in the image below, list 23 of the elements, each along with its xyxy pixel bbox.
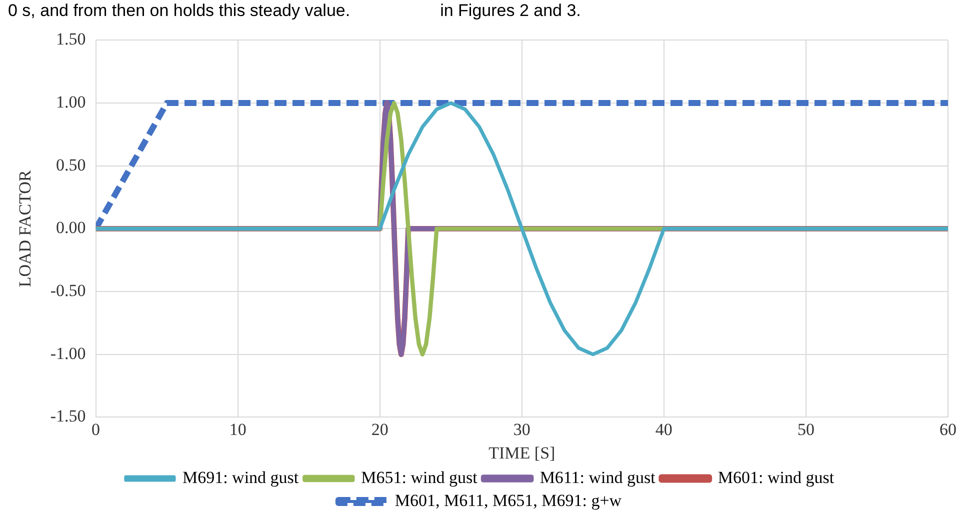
legend-label: M691: wind gust	[182, 468, 299, 487]
y-tick-label: 0.00	[56, 218, 86, 238]
legend-label: M651: wind gust	[361, 468, 478, 487]
legend-label: M601, M611, M651, M691: g+w	[394, 490, 622, 510]
x-tick-label: 40	[655, 420, 672, 439]
x-tick-label: 10	[229, 420, 246, 439]
text: in Figures 2 and 3.	[440, 1, 581, 20]
x-tick-label: 50	[797, 420, 814, 439]
x-tick-label: 20	[371, 420, 388, 439]
y-tick-label: 1.50	[56, 30, 86, 49]
y-tick-label: 1.00	[56, 92, 86, 112]
y-tick-label: 0.50	[56, 155, 86, 174]
y-tick-label: -0.50	[50, 281, 86, 300]
legend-label: M611: wind gust	[540, 468, 656, 487]
x-tick-label: 30	[513, 420, 530, 439]
x-tick-label: 0	[92, 420, 100, 439]
y-axis-title: LOAD FACTOR	[16, 170, 35, 288]
legend-label: M601: wind gust	[718, 468, 834, 487]
y-tick-label: -1.00	[50, 344, 86, 363]
x-axis-title: TIME [S]	[488, 443, 556, 462]
y-tick-label: -1.50	[50, 406, 86, 426]
x-tick-label: 60	[940, 420, 956, 439]
text: 0 s, and from then on holds this steady value.	[8, 1, 350, 20]
